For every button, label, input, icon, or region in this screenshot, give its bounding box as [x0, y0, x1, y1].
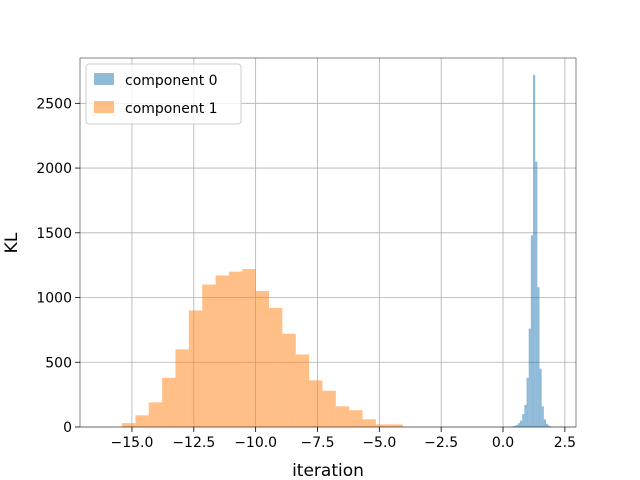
histogram-bar-component-0 — [548, 425, 551, 427]
histogram-bar-component-0 — [533, 74, 536, 428]
histogram-bar-component-1 — [309, 380, 323, 427]
histogram-bar-component-0 — [537, 287, 540, 427]
histogram-bar-component-1 — [148, 402, 163, 427]
legend-label-component-1: component 1 — [125, 101, 218, 117]
x-tick-label: −7.5 — [300, 435, 334, 451]
histogram-bar-component-1 — [175, 349, 189, 427]
histogram-bar-component-0 — [535, 161, 538, 427]
histogram-bar-component-0 — [541, 406, 544, 427]
histogram-bar-component-0 — [539, 368, 542, 427]
histogram-bar-component-1 — [335, 406, 350, 427]
histogram-bar-component-1 — [228, 271, 243, 427]
y-axis-ticks: 0 500 1000 1500 2000 2500 — [36, 96, 80, 436]
histogram-bar-component-1 — [389, 424, 403, 427]
x-axis-ticks: −15.0 −12.5 −10.0 −7.5 −5.0 −2.5 0.0 2.5 — [110, 427, 576, 451]
histogram-bar-component-1 — [349, 410, 363, 427]
y-tick-label: 1500 — [36, 226, 72, 242]
histogram-bar-component-1 — [375, 424, 390, 427]
histogram-bar-component-0 — [546, 423, 549, 427]
x-tick-label: 2.5 — [554, 435, 576, 451]
y-tick-label: 2000 — [36, 161, 72, 177]
x-tick-label: −5.0 — [362, 435, 396, 451]
y-axis-label: KL — [2, 232, 22, 253]
legend-swatch-component-0 — [94, 73, 114, 85]
histogram-bar-component-1 — [135, 415, 149, 427]
histogram-bar-component-0 — [522, 414, 525, 427]
histogram-bar-component-1 — [242, 269, 256, 427]
histogram-bar-component-1 — [255, 291, 269, 427]
histogram-bar-component-1 — [282, 333, 296, 427]
y-tick-label: 1000 — [36, 291, 72, 307]
histogram-bar-component-1 — [202, 284, 216, 427]
histogram-bar-component-0 — [543, 419, 547, 427]
histogram-bar-component-1 — [322, 390, 336, 427]
histogram-bar-component-1 — [122, 423, 136, 427]
x-tick-label: −10.0 — [234, 435, 277, 451]
legend-frame — [85, 63, 242, 125]
histogram-bar-component-0 — [530, 235, 534, 427]
histogram-bar-component-1 — [162, 377, 176, 427]
x-tick-label: −2.5 — [424, 435, 458, 451]
histogram-bar-component-1 — [362, 419, 376, 427]
histogram-bar-component-0 — [524, 404, 527, 427]
plot-frame — [79, 57, 577, 428]
histogram-bars — [122, 74, 553, 428]
y-tick-label: 2500 — [36, 96, 72, 112]
legend-swatch-component-1 — [94, 101, 114, 113]
histogram-bar-component-0 — [528, 328, 531, 427]
histogram-bar-component-1 — [295, 354, 310, 427]
histogram-bar-component-0 — [520, 420, 523, 427]
legend: component 0 component 1 — [85, 63, 242, 125]
histogram-bar-component-0 — [515, 425, 518, 427]
x-tick-label: −15.0 — [110, 435, 153, 451]
x-tick-label: 0.0 — [492, 435, 514, 451]
y-tick-label: 0 — [63, 420, 72, 436]
histogram-bar-component-1 — [268, 307, 283, 427]
x-axis-label: iteration — [292, 461, 364, 480]
histogram-bar-component-1 — [188, 310, 203, 427]
y-tick-label: 500 — [45, 355, 72, 371]
legend-label-component-0: component 0 — [125, 73, 218, 89]
histogram-bar-component-1 — [215, 275, 229, 427]
histogram-bar-component-0 — [517, 423, 521, 427]
histogram-bar-component-0 — [526, 377, 529, 427]
histogram-bar-component-0 — [513, 425, 516, 427]
x-tick-label: −12.5 — [172, 435, 215, 451]
